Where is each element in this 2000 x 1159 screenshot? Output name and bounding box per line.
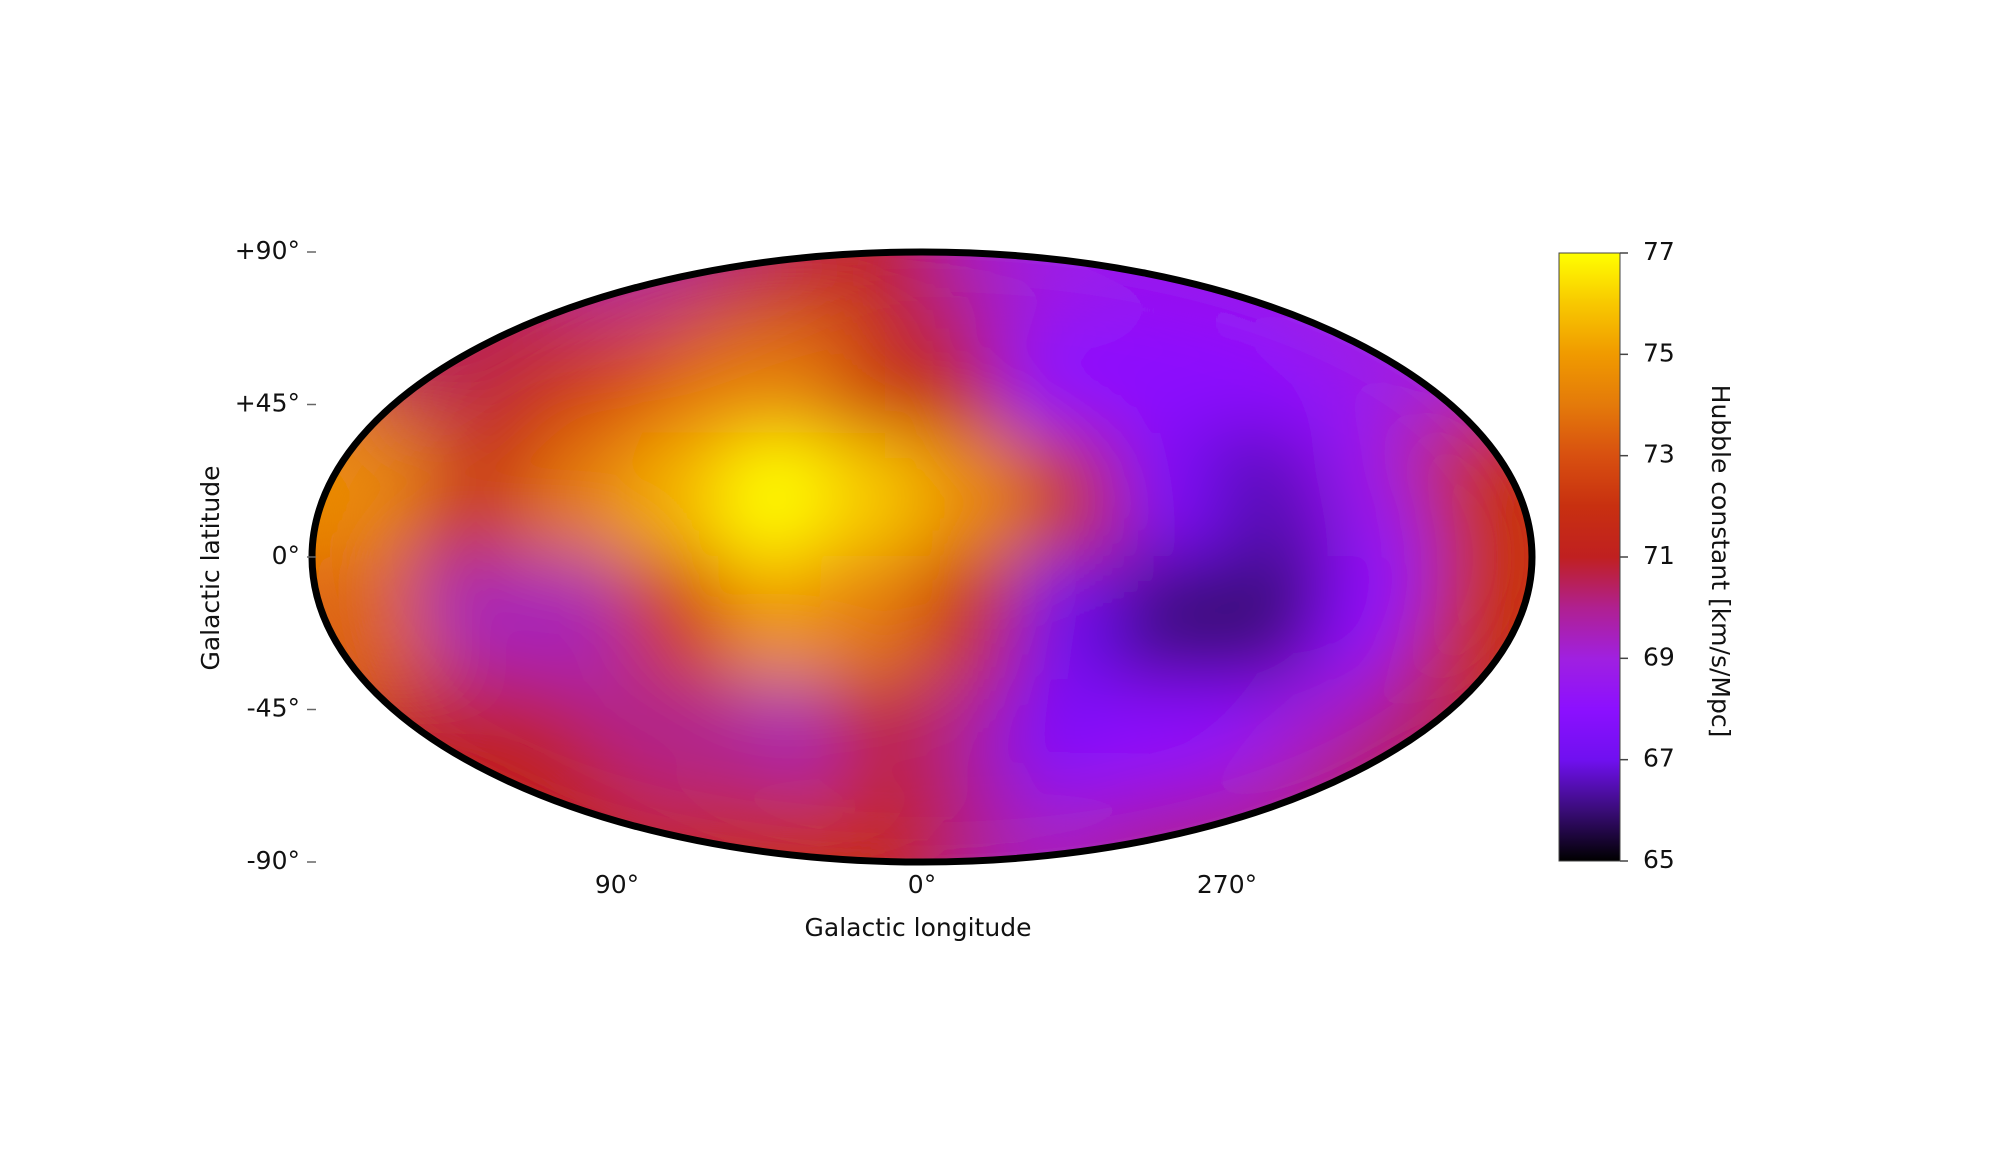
colorbar-tick-label: 77 [1643,237,1675,266]
y-tick-label: 0° [272,541,300,570]
heatmap-cell [921,556,1025,682]
y-tick-label: +90° [235,236,300,265]
heatmap-cells [312,252,1532,862]
colorbar [1558,252,1621,862]
x-tick-label: 0° [908,870,936,899]
colorbar-tick-label: 75 [1643,338,1675,367]
y-tick-label: -45° [247,694,300,723]
y-axis-label: Galactic latitude [196,465,225,670]
x-tick-label: 90° [595,870,639,899]
colorbar-tick-label: 71 [1643,541,1675,570]
heatmap-cell [819,556,923,682]
colorbar-tick-label: 73 [1643,440,1675,469]
y-tick-label: +45° [235,389,300,418]
colorbar-tick-label: 69 [1643,642,1675,671]
heatmap-cell [921,432,1025,558]
heatmap-cell [717,432,831,558]
x-tick-label: 270° [1197,870,1257,899]
x-axis-label: Galactic longitude [805,913,1032,942]
heatmap-cell [819,432,923,558]
heatmap-cell [1013,556,1127,682]
sky-map [312,252,1532,862]
colorbar-tick-label: 65 [1643,845,1675,874]
y-tick-label: -90° [247,846,300,875]
heatmap-cell [717,556,831,682]
heatmap-cell [1013,432,1127,558]
colorbar-tick-label: 67 [1643,744,1675,773]
colorbar-label: Hubble constant [km/s/Mpc] [1706,385,1735,738]
